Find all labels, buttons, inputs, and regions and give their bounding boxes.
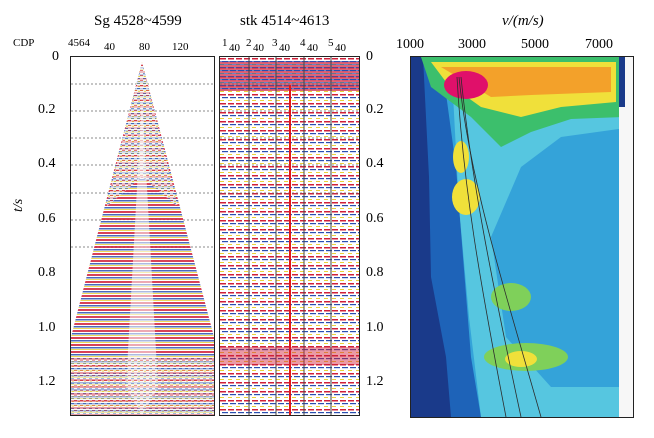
y-tick-mid-1.0: 1.0 — [366, 320, 384, 335]
group-2-sub: 40 — [253, 42, 264, 54]
velocity-tick-1000: 1000 — [396, 37, 424, 52]
group-3-number: 3 — [272, 37, 278, 49]
y-axis-title: t/s — [11, 198, 26, 212]
left-xtick-40: 40 — [104, 41, 115, 53]
y-tick-mid-0.8: 0.8 — [366, 265, 384, 280]
cdp-start-value: 4564 — [68, 37, 90, 49]
group-4-sub: 40 — [307, 42, 318, 54]
velocity-tick-3000: 3000 — [458, 37, 486, 52]
y-tick-mid-0: 0 — [366, 49, 373, 64]
velocity-spectrum-panel — [410, 56, 634, 418]
y-tick-mid-1.2: 1.2 — [366, 374, 384, 389]
y-tick-left-0.4: 0.4 — [38, 156, 56, 171]
stack-panel — [219, 56, 360, 416]
y-tick-left-0: 0 — [52, 49, 59, 64]
shot-gather-panel — [70, 56, 215, 416]
group-5-sub: 40 — [335, 42, 346, 54]
y-tick-mid-0.6: 0.6 — [366, 211, 384, 226]
y-tick-left-0.8: 0.8 — [38, 265, 56, 280]
cdp-label: CDP — [13, 37, 35, 49]
group-1-sub: 40 — [229, 42, 240, 54]
velocity-axis-title: v/(m/s) — [502, 13, 544, 29]
left-xtick-80: 80 — [139, 41, 150, 53]
y-tick-left-1.2: 1.2 — [38, 374, 56, 389]
velocity-tick-7000: 7000 — [585, 37, 613, 52]
left-xtick-120: 120 — [172, 41, 189, 53]
y-tick-mid-0.4: 0.4 — [366, 156, 384, 171]
group-4-number: 4 — [300, 37, 306, 49]
y-tick-left-1.0: 1.0 — [38, 320, 56, 335]
left-panel-title: Sg 4528~4599 — [94, 13, 182, 29]
y-tick-left-0.2: 0.2 — [38, 102, 56, 117]
group-5-number: 5 — [328, 37, 334, 49]
group-3-sub: 40 — [279, 42, 290, 54]
group-1-number: 1 — [222, 37, 228, 49]
velocity-tick-5000: 5000 — [521, 37, 549, 52]
y-tick-left-0.6: 0.6 — [38, 211, 56, 226]
group-2-number: 2 — [246, 37, 252, 49]
y-tick-mid-0.2: 0.2 — [366, 102, 384, 117]
middle-panel-title: stk 4514~4613 — [240, 13, 330, 29]
